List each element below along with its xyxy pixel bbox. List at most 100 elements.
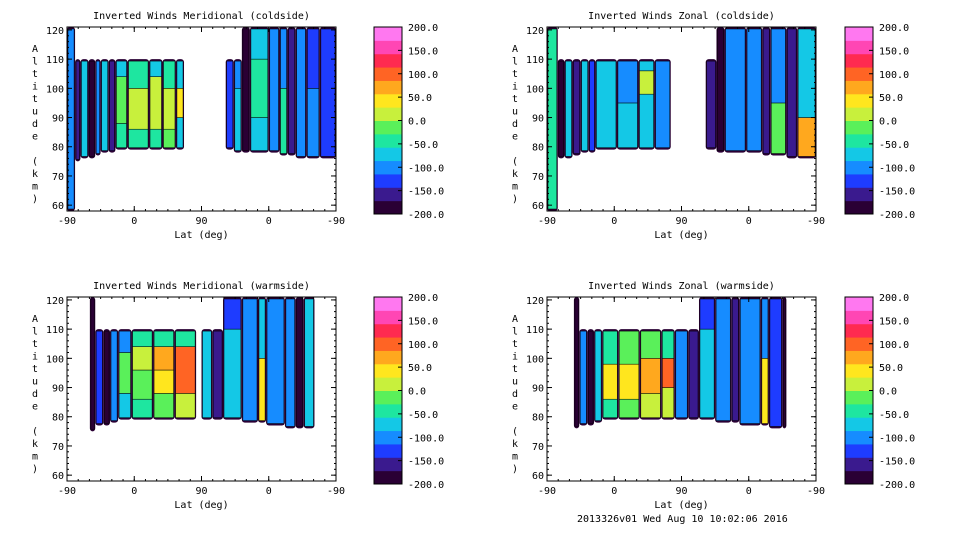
data-column (572, 59, 581, 156)
colorbar-swatch (374, 310, 402, 325)
data-cell (175, 346, 196, 394)
colorbar-swatch (374, 457, 402, 472)
x-tick-label: 90 (675, 216, 687, 227)
colorbar-label: 150.0 (408, 46, 438, 57)
data-cell (153, 393, 174, 418)
colorbar-swatch (374, 200, 402, 215)
x-tick-label: -90 (327, 486, 345, 497)
data-cell (280, 28, 287, 89)
data-column (266, 297, 285, 426)
colorbar-label: -100.0 (408, 163, 444, 174)
y-axis-label-char: u (32, 107, 38, 118)
colorbar-swatch (845, 133, 873, 148)
data-cell (242, 28, 250, 151)
colorbar-label: 100.0 (408, 70, 438, 81)
data-cell (176, 88, 184, 118)
data-cell (258, 358, 266, 421)
data-cell (75, 60, 80, 160)
data-cell (639, 70, 654, 95)
data-column (108, 59, 116, 153)
y-axis-label-char: l (32, 327, 38, 338)
data-cell (132, 346, 153, 371)
y-tick-label: 60 (52, 201, 64, 212)
colorbar-swatch (845, 377, 873, 391)
data-cell (153, 346, 174, 371)
data-column (580, 59, 589, 153)
data-cell (149, 76, 162, 130)
data-column (162, 59, 176, 150)
data-column (80, 59, 89, 159)
colorbar-swatch (374, 187, 402, 202)
colorbar: 200.0 150.0 100.0 50.0 0.0 -50.0 -100.0 -150.0 -… (373, 293, 444, 491)
data-column (95, 329, 104, 426)
y-axis-label-char: ( (32, 157, 38, 168)
x-tick-label: -90 (58, 486, 76, 497)
data-cell (149, 128, 162, 148)
x-axis-label: Lat (deg) (654, 230, 708, 241)
colorbar-label: -200.0 (879, 210, 915, 221)
data-column (594, 329, 603, 423)
data-cell (602, 330, 618, 365)
colorbar-swatch (845, 390, 873, 405)
data-cell (118, 330, 131, 353)
panel-1: 60 70 80 90 100 110 120 -90 0 90 0 -90 Inverted Wind… (32, 11, 444, 241)
colorbar: 200.0 150.0 100.0 50.0 0.0 -50.0 -100.0 -150.0 -… (844, 23, 915, 221)
data-cell (67, 28, 75, 210)
data-cell (132, 330, 153, 347)
data-column (731, 297, 740, 423)
colorbar-label: -100.0 (879, 433, 915, 444)
colorbar-label: -150.0 (879, 187, 915, 198)
data-cell (307, 28, 320, 89)
colorbar-swatch (845, 323, 873, 338)
data-column (618, 329, 640, 420)
data-cell (285, 298, 295, 427)
colorbar-swatch (845, 120, 873, 135)
data-cell (128, 60, 149, 89)
data-column (131, 329, 154, 420)
y-axis-label-char: e (32, 402, 38, 413)
y-axis-label-char: l (512, 57, 518, 68)
y-tick-label: 100 (46, 354, 64, 365)
colorbar-swatch (374, 430, 402, 445)
colorbar-swatch (845, 470, 873, 485)
data-cell (706, 60, 716, 148)
colorbar-swatch (845, 160, 873, 175)
plot-area (67, 27, 336, 211)
y-tick-label: 80 (52, 143, 64, 154)
y-tick-label: 100 (46, 84, 64, 95)
data-column (770, 27, 787, 156)
x-axis-label: Lat (deg) (174, 500, 228, 511)
colorbar-swatch (845, 200, 873, 215)
data-column (616, 59, 639, 150)
colorbar-swatch (374, 377, 402, 391)
x-tick-label: 90 (195, 486, 207, 497)
data-cell (128, 128, 149, 148)
y-axis-label-char: t (32, 69, 38, 80)
x-tick-label: 0 (746, 216, 752, 227)
colorbar-swatch (845, 430, 873, 445)
y-axis-label-char: l (32, 57, 38, 68)
y-tick-label: 120 (526, 26, 544, 37)
data-cell (250, 28, 269, 60)
data-cell (740, 298, 761, 424)
data-cell (95, 330, 103, 424)
colorbar-label: 0.0 (879, 387, 897, 398)
data-column (89, 297, 96, 432)
data-cell (662, 330, 675, 359)
colorbar-swatch (845, 93, 873, 108)
x-tick-label: 90 (195, 216, 207, 227)
data-cell (104, 330, 110, 424)
colorbar-swatch (845, 457, 873, 472)
data-cell (153, 330, 174, 347)
data-column (241, 297, 258, 423)
data-cell (163, 60, 176, 89)
y-tick-label: 60 (52, 471, 64, 482)
colorbar-label: 150.0 (408, 316, 438, 327)
colorbar-swatch (374, 173, 402, 188)
colorbar-swatch (845, 403, 873, 418)
colorbar-label: 0.0 (408, 117, 426, 128)
data-cell (717, 28, 724, 151)
data-cell (725, 28, 746, 151)
data-cell (639, 60, 654, 72)
data-cell (175, 330, 196, 347)
